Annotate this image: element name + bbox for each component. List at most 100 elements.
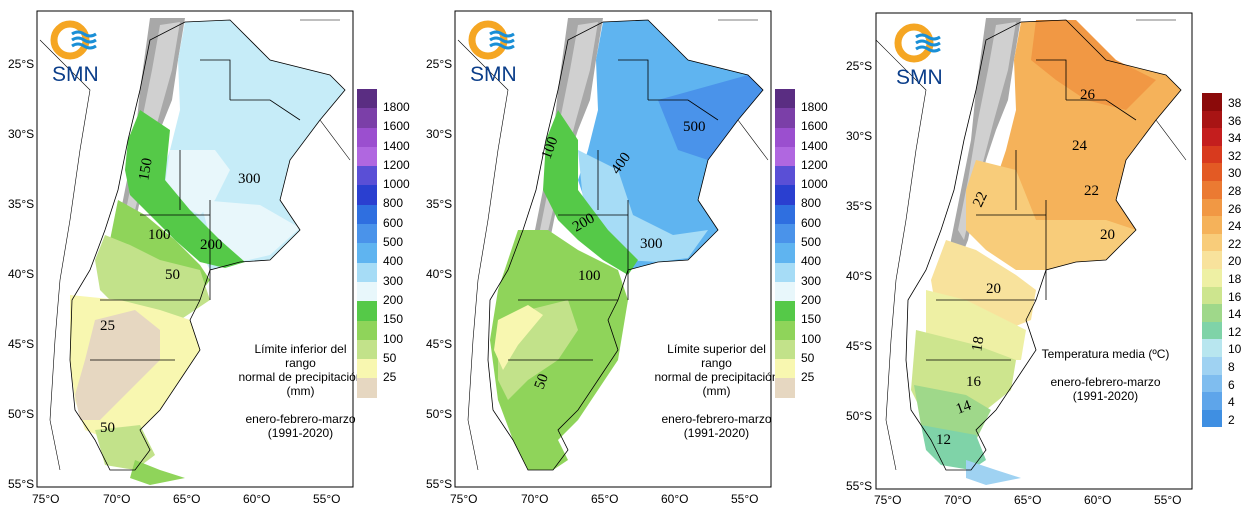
legend-swatch	[775, 320, 795, 340]
legend-value: 38	[1228, 96, 1242, 110]
legend-value: 1600	[801, 119, 828, 134]
caption-years: (1991-2020)	[267, 426, 334, 440]
lat-label: 50°S	[426, 407, 452, 421]
legend-swatch	[1202, 216, 1222, 234]
legend-value: 30	[1228, 166, 1242, 181]
caption-years: (1991-2020)	[1072, 389, 1139, 403]
map-caption: Temperatura media (ºC) enero-febrero-mar…	[1033, 347, 1178, 403]
legend-value: 150	[801, 312, 822, 327]
map-caption: Límite inferior del rango normal de prec…	[238, 342, 363, 440]
lat-label: 45°S	[426, 337, 452, 351]
map-figure: 500 400 100 200 300 100 50 25°S 30°S 35°…	[426, 10, 772, 506]
legend-value: 400	[801, 254, 822, 269]
contour-label: 300	[640, 236, 663, 252]
legend-swatch	[1202, 356, 1222, 375]
lat-label: 40°S	[426, 267, 452, 281]
legend-swatch	[357, 108, 377, 128]
legend-swatch	[1202, 304, 1222, 322]
contour-label: 24	[1072, 138, 1088, 154]
legend-swatch	[1202, 163, 1222, 181]
map-borders	[875, 19, 1187, 471]
contour-label: 20	[1100, 227, 1115, 243]
map-shading	[70, 18, 345, 485]
legend-value: 200	[801, 292, 822, 307]
legend-value: 1000	[383, 177, 410, 192]
lon-label: 65°O	[1014, 493, 1041, 507]
legend-swatch	[775, 378, 795, 398]
caption-period: enero-febrero-marzo	[1050, 375, 1161, 389]
lon-label: 75°O	[32, 492, 59, 506]
legend-swatch	[357, 359, 377, 379]
legend-value: 1800	[801, 100, 828, 114]
legend-swatch	[1202, 198, 1222, 217]
legend-value: 100	[383, 331, 404, 346]
contour-label: 150	[136, 157, 156, 182]
lat-label: 35°S	[8, 197, 34, 211]
legend-swatch	[357, 146, 377, 167]
legend-swatch	[357, 185, 377, 205]
contour-label: 16	[966, 374, 982, 390]
legend-swatch	[1202, 233, 1222, 252]
legend-value: 36	[1228, 113, 1242, 128]
legend-swatch	[357, 262, 377, 282]
legend-swatch	[357, 378, 377, 398]
contour-label: 50	[165, 267, 180, 283]
map-figure: 150 100 50 25 300 200 50 25°S 30°S 35°S …	[8, 10, 354, 506]
contour-labels: 150 100 50 25 300 200 50	[100, 157, 261, 436]
legend-value: 1000	[801, 177, 828, 192]
lon-label: 70°O	[944, 493, 971, 507]
caption-line: Límite inferior del rango	[254, 342, 347, 370]
legend-swatch	[775, 166, 795, 186]
lat-label: 30°S	[426, 127, 452, 141]
legend-value: 24	[1228, 219, 1242, 234]
legend-value: 25	[383, 370, 397, 385]
legend-value: 16	[1228, 289, 1242, 304]
legend-swatch	[775, 243, 795, 263]
contour-label: 20	[986, 281, 1001, 297]
legend-value: 25	[801, 370, 815, 385]
lat-label: 50°S	[8, 407, 34, 421]
legend-swatch	[775, 89, 795, 109]
contour-label: 26	[1080, 87, 1096, 103]
lat-label: 35°S	[426, 197, 452, 211]
legend-value: 6	[1228, 377, 1235, 392]
legend-swatch	[1202, 93, 1222, 111]
legend-value: 22	[1228, 236, 1242, 251]
legend-value: 800	[801, 196, 822, 211]
lon-label: 55°O	[1154, 493, 1181, 507]
smn-logo-text: SMN	[896, 66, 943, 89]
legend-swatch	[775, 262, 795, 282]
lat-label: 25°S	[426, 57, 452, 71]
contour-label: 12	[936, 432, 951, 448]
contour-label: 25	[100, 318, 115, 334]
legend-swatch	[1202, 145, 1222, 164]
smn-logo-icon	[894, 23, 941, 63]
legend-swatch	[1202, 374, 1222, 393]
caption-line: normal de precipitación (mm)	[654, 370, 779, 398]
legend-swatch	[775, 301, 795, 321]
legend-value: 1400	[801, 138, 828, 153]
lon-label: 75°O	[450, 492, 477, 506]
lat-label: 35°S	[846, 199, 872, 213]
lat-label: 50°S	[846, 409, 872, 423]
legend-value: 20	[1228, 254, 1242, 269]
lat-label: 25°S	[8, 57, 34, 71]
lon-label: 55°O	[313, 492, 340, 506]
legend-swatch	[775, 281, 795, 302]
map-borders	[457, 19, 769, 471]
legend-value: 18	[1228, 271, 1242, 286]
legend-value: 400	[383, 254, 404, 269]
contour-label: 18	[969, 335, 987, 353]
legend-value: 150	[383, 312, 404, 327]
lon-label: 70°O	[103, 492, 130, 506]
lon-label: 55°O	[731, 492, 758, 506]
legend-swatch	[357, 339, 377, 360]
lat-label: 45°S	[846, 339, 872, 353]
legend-swatch	[357, 224, 377, 244]
legend-value: 600	[383, 215, 404, 230]
contour-label: 22	[1084, 183, 1099, 199]
map-borders	[39, 19, 351, 471]
legend-value: 34	[1228, 131, 1242, 146]
lon-axis: 75°O 70°O 65°O 60°O 55°O	[874, 493, 1181, 507]
contour-label: 50	[100, 420, 115, 436]
